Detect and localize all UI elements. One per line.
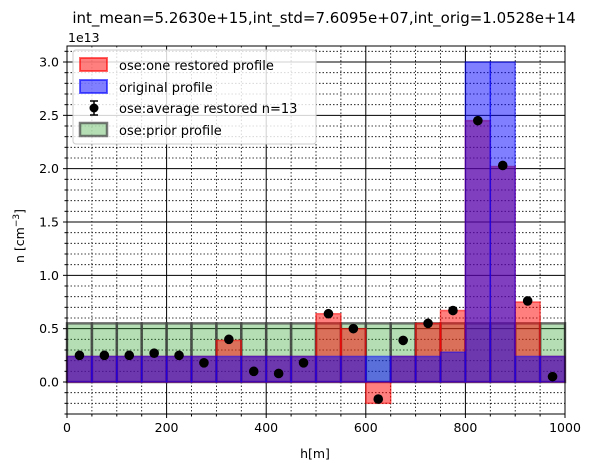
y-tick-label: 2.0 (39, 161, 59, 176)
legend-swatch-original (79, 79, 108, 94)
y-tick-label: 3.0 (39, 55, 59, 70)
average-point (473, 115, 483, 126)
legend-label-average: ose:average restored n=13 (119, 102, 297, 117)
x-tick-label: 400 (254, 420, 278, 435)
average-point (298, 358, 309, 368)
average-point (323, 308, 334, 319)
average-restored-points (74, 115, 558, 404)
average-point (99, 350, 110, 361)
legend-label-prior: ose:prior profile (119, 124, 222, 139)
original-bar (215, 355, 243, 383)
original-bar (489, 61, 516, 383)
original-bar (116, 355, 143, 383)
original-bar (66, 355, 93, 383)
average-point (124, 350, 135, 361)
original-bar (365, 355, 392, 383)
average-point (174, 350, 184, 361)
legend-label-restored: ose:one restored profile (119, 59, 274, 74)
y-axis-label-main: n [cm (12, 227, 27, 263)
y-axis-label-sup: −3 (12, 214, 22, 227)
legend: ose:one restored profile original profil… (72, 49, 317, 145)
original-profile-bars (66, 61, 566, 383)
legend-swatch-prior (78, 121, 109, 138)
y-tick-label: 1.0 (39, 268, 59, 283)
average-point (199, 358, 209, 368)
original-bar (340, 355, 367, 383)
average-point (74, 350, 85, 361)
average-point (448, 305, 458, 316)
x-tick-label: 800 (453, 420, 477, 435)
average-point (547, 371, 558, 382)
x-axis: 0 200 400 600 800 1000 (63, 414, 581, 435)
original-bar (91, 355, 118, 383)
y-tick-label: 1.5 (39, 215, 59, 230)
original-bar (165, 355, 193, 383)
y-axis: 0.0 0.5 1.0 1.5 2.0 2.5 3.0 (39, 50, 67, 415)
average-point (522, 296, 533, 306)
average-point (423, 318, 433, 329)
average-point (273, 368, 284, 379)
average-point (497, 160, 508, 171)
original-bar (414, 355, 442, 383)
x-tick-label: 200 (155, 420, 179, 435)
y-axis-label: n [cm−3] (12, 209, 27, 263)
original-bar (514, 355, 541, 383)
average-point (373, 394, 384, 404)
legend-label-original: original profile (119, 81, 213, 96)
average-point (348, 323, 359, 334)
average-point (224, 334, 234, 345)
legend-box (72, 49, 317, 145)
average-point (149, 348, 159, 359)
x-tick-label: 600 (354, 420, 378, 435)
chart-title: int_mean=5.2630e+15,int_std=7.6095e+07,i… (72, 9, 575, 28)
y-tick-label: 2.5 (39, 108, 59, 123)
average-point (248, 366, 259, 377)
legend-marker-average (89, 100, 99, 116)
x-axis-label: h[m] (300, 446, 330, 461)
y-tick-label: 0.5 (39, 321, 59, 336)
y-offset-text: 1e13 (68, 30, 100, 45)
x-tick-label: 1000 (549, 420, 581, 435)
original-bar (464, 61, 492, 383)
y-tick-label: 0.0 (39, 375, 59, 390)
average-point (398, 335, 408, 346)
original-bar (439, 351, 467, 383)
x-tick-label: 0 (63, 420, 71, 435)
y-axis-label-end: ] (12, 209, 27, 214)
original-bar (315, 355, 342, 383)
original-bar (140, 355, 168, 383)
original-bar (389, 355, 417, 383)
legend-swatch-restored (79, 57, 108, 72)
